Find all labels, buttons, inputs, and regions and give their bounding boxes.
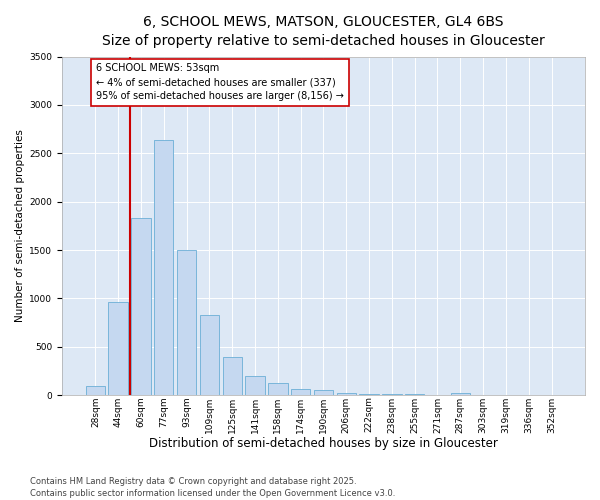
Bar [405, 394, 424, 395]
Bar [245, 376, 265, 395]
Bar [291, 390, 310, 395]
Text: 6 SCHOOL MEWS: 53sqm
← 4% of semi-detached houses are smaller (337)
95% of semi-: 6 SCHOOL MEWS: 53sqm ← 4% of semi-detach… [96, 64, 344, 102]
Bar [109, 302, 128, 395]
Bar [268, 384, 287, 395]
Bar [177, 250, 196, 395]
Bar [223, 358, 242, 395]
Y-axis label: Number of semi-detached properties: Number of semi-detached properties [15, 130, 25, 322]
Bar [382, 394, 401, 395]
Bar [86, 386, 105, 395]
Bar [154, 140, 173, 395]
Bar [359, 394, 379, 395]
Bar [131, 218, 151, 395]
Bar [337, 393, 356, 395]
Title: 6, SCHOOL MEWS, MATSON, GLOUCESTER, GL4 6BS
Size of property relative to semi-de: 6, SCHOOL MEWS, MATSON, GLOUCESTER, GL4 … [102, 15, 545, 48]
X-axis label: Distribution of semi-detached houses by size in Gloucester: Distribution of semi-detached houses by … [149, 437, 498, 450]
Text: Contains HM Land Registry data © Crown copyright and database right 2025.
Contai: Contains HM Land Registry data © Crown c… [30, 476, 395, 498]
Bar [451, 393, 470, 395]
Bar [314, 390, 333, 395]
Bar [200, 315, 219, 395]
